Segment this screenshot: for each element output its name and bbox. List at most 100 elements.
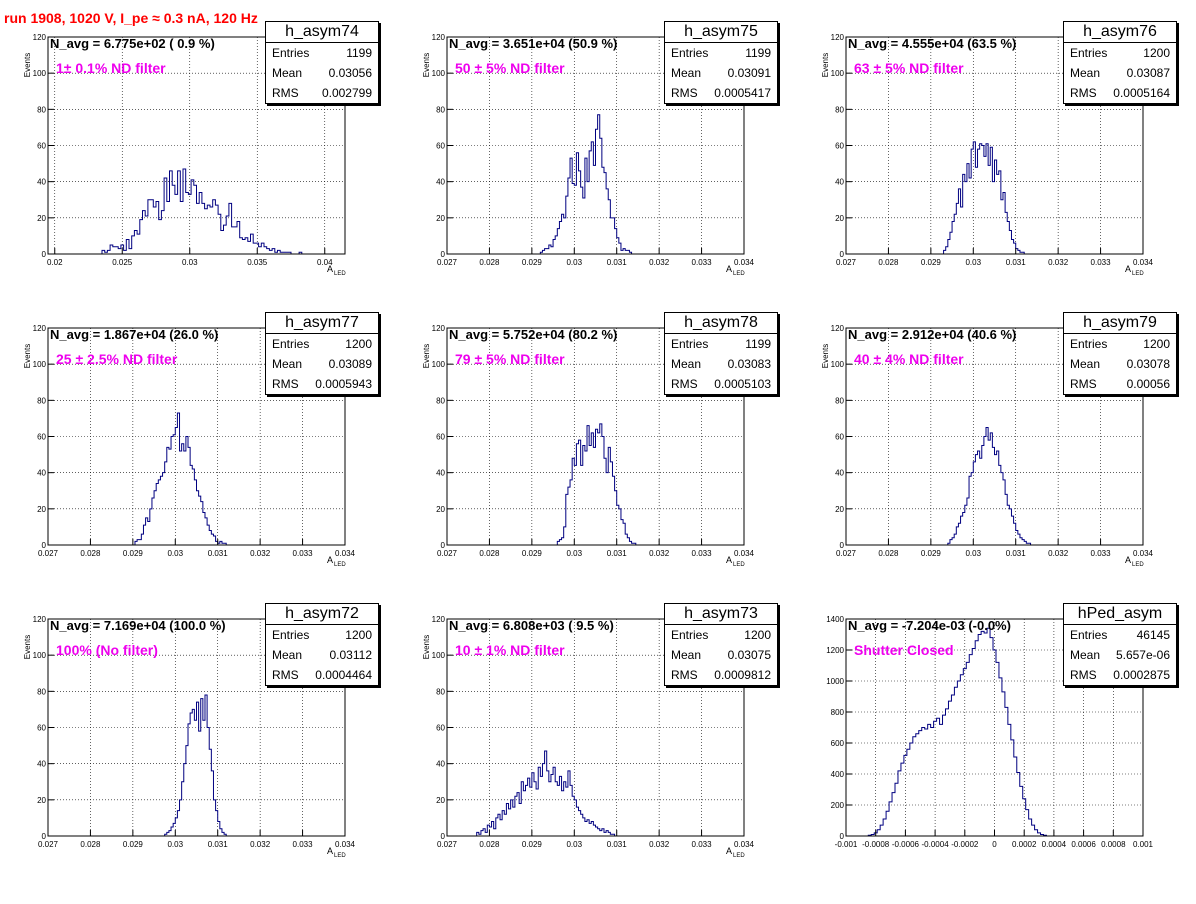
- histogram-bar: [171, 437, 173, 546]
- x-tick-label: 0.03: [167, 549, 183, 558]
- x-axis-label: A: [1125, 555, 1131, 565]
- histogram-bar: [999, 465, 1001, 545]
- histogram-bar: [259, 247, 262, 254]
- stats-box: h_asym78 Entries 1199 Mean 0.03083 RMS 0.00051…: [664, 312, 778, 395]
- stats-value-mean: 0.03087: [1126, 66, 1170, 80]
- stats-row-entries: Entries 1199: [665, 334, 777, 354]
- stats-row-entries: Entries 1200: [266, 625, 378, 645]
- n-avg-label: N_avg = -7.204e-03 (-0.0%): [848, 618, 1011, 633]
- histogram-bar: [190, 713, 192, 836]
- histogram-bar: [934, 721, 937, 836]
- histogram-bar: [182, 444, 184, 545]
- y-tick-label: 1400: [826, 615, 844, 624]
- stats-value-rms: 0.0002875: [1113, 668, 1170, 682]
- x-axis-label: A: [1125, 264, 1131, 274]
- x-axis-label-subscript: LED: [733, 271, 745, 277]
- histogram-bar: [984, 633, 987, 836]
- stats-label-mean: Mean: [1070, 648, 1101, 662]
- histogram-outline: [476, 750, 616, 836]
- stats-box: h_asym74 Entries 1199 Mean 0.03056 RMS 0.00279…: [265, 21, 379, 104]
- n-avg-label: N_avg = 3.651e+04 (50.9 %): [449, 36, 618, 51]
- stats-value-entries: 1199: [745, 46, 771, 60]
- y-tick-label: 80: [37, 105, 46, 114]
- filter-annotation: 63 ± 5% ND filter: [854, 60, 964, 76]
- y-tick-label: 60: [436, 142, 445, 151]
- histogram-bar: [919, 731, 922, 836]
- x-tick-label: 0.034: [734, 258, 755, 267]
- x-tick-label: 0.029: [123, 840, 144, 849]
- histogram-bar: [997, 174, 999, 254]
- histogram-name: h_asym76: [1064, 22, 1176, 43]
- filter-annotation: 50 ± 5% ND filter: [455, 60, 565, 76]
- histogram-bar: [555, 782, 557, 836]
- histogram-outline: [556, 423, 637, 545]
- x-axis-label-subscript: LED: [733, 853, 745, 859]
- histogram-bar: [547, 249, 549, 254]
- stats-label-mean: Mean: [1070, 66, 1101, 80]
- histogram-plot: 0.027 0.028 0.029 0.03 0.031 0.032 0.033 0.034 0…: [422, 324, 755, 568]
- x-tick-label: 0.03: [965, 258, 981, 267]
- y-tick-label: 120: [432, 33, 446, 42]
- x-tick-label: 0.031: [1006, 549, 1027, 558]
- stats-value-mean: 0.03091: [727, 66, 771, 80]
- x-tick-label: 0.029: [921, 258, 942, 267]
- histogram-outline: [164, 694, 227, 836]
- histogram-bar: [566, 787, 568, 836]
- y-tick-label: 40: [37, 469, 46, 478]
- stats-value-entries: 1200: [1143, 337, 1170, 351]
- histogram-plot: 0.027 0.028 0.029 0.03 0.031 0.032 0.033 0.034 0…: [821, 33, 1154, 277]
- histogram-bar: [504, 814, 506, 836]
- y-tick-label: 100: [432, 69, 446, 78]
- y-tick-label: 200: [831, 801, 845, 810]
- y-axis-label: Events: [422, 344, 431, 368]
- stats-row-entries: Entries 1200: [266, 334, 378, 354]
- x-tick-label: 0.034: [734, 840, 755, 849]
- stats-box: hPed_asym Entries 46145 Mean 5.657e-06 RMS 0.0…: [1063, 603, 1177, 686]
- y-tick-label: 20: [37, 214, 46, 223]
- n-avg-label: N_avg = 4.555e+04 (63.5 %): [848, 36, 1017, 51]
- stats-value-mean: 0.03075: [727, 648, 771, 662]
- y-tick-label: 80: [835, 396, 844, 405]
- stats-label-entries: Entries: [671, 337, 709, 351]
- histogram-bar: [242, 240, 245, 254]
- histogram-bar: [992, 447, 994, 545]
- histogram-bar: [118, 249, 121, 254]
- histogram-bar: [540, 776, 542, 836]
- y-tick-label: 0: [42, 832, 47, 841]
- x-tick-label: 0.031: [607, 840, 628, 849]
- histogram-outline: [539, 114, 633, 254]
- histogram-bar: [604, 832, 606, 836]
- histogram-bar: [961, 207, 963, 254]
- histogram-bar: [188, 194, 191, 254]
- y-tick-label: 120: [432, 615, 446, 624]
- histogram-bar: [576, 807, 578, 836]
- histogram-bar: [551, 247, 553, 254]
- stats-row-rms: RMS 0.00056: [1064, 374, 1176, 394]
- stats-value-mean: 0.03089: [328, 357, 372, 371]
- histogram-name: h_asym72: [266, 604, 378, 625]
- histogram-bar: [199, 496, 201, 545]
- stats-label-entries: Entries: [272, 628, 310, 642]
- x-tick-label: 0.028: [878, 258, 899, 267]
- histogram-bar: [992, 182, 994, 254]
- y-tick-label: 0: [42, 250, 47, 259]
- stats-label-mean: Mean: [671, 66, 702, 80]
- y-axis-label: Events: [821, 344, 830, 368]
- y-axis-label: Events: [23, 53, 32, 77]
- histogram-bar: [148, 521, 150, 545]
- y-tick-label: 0: [840, 832, 845, 841]
- x-tick-label: 0.033: [1091, 549, 1112, 558]
- x-tick-label: -0.0008: [862, 840, 890, 849]
- histogram-bar: [494, 829, 496, 836]
- histogram-bar: [175, 427, 177, 545]
- histogram-bar: [925, 729, 928, 836]
- y-tick-label: 60: [37, 433, 46, 442]
- x-tick-label: 0.031: [607, 549, 628, 558]
- histogram-panel: 0.02 0.025 0.03 0.035 0.04 0 20 40 60 80 100 120 Eve…: [0, 21, 398, 322]
- histogram-bar: [137, 234, 140, 254]
- x-tick-label: 0.029: [522, 549, 543, 558]
- x-axis-label-subscript: LED: [733, 562, 745, 568]
- histogram-bar: [971, 473, 973, 545]
- histogram-bar: [593, 165, 595, 254]
- y-tick-label: 0: [441, 832, 446, 841]
